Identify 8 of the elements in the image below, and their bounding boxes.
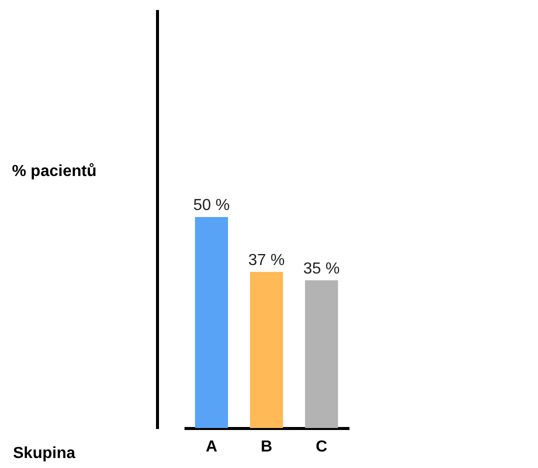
text: % pacientů [12,163,96,181]
x-tick-label: A [206,438,218,456]
x-tick-label: C [316,438,328,456]
text: Skupina [13,445,76,463]
data-label: 50 % [193,197,230,214]
x-tick-label: B [260,438,272,456]
data-label: 35 % [303,260,340,278]
data-label: 37 % [248,252,285,269]
